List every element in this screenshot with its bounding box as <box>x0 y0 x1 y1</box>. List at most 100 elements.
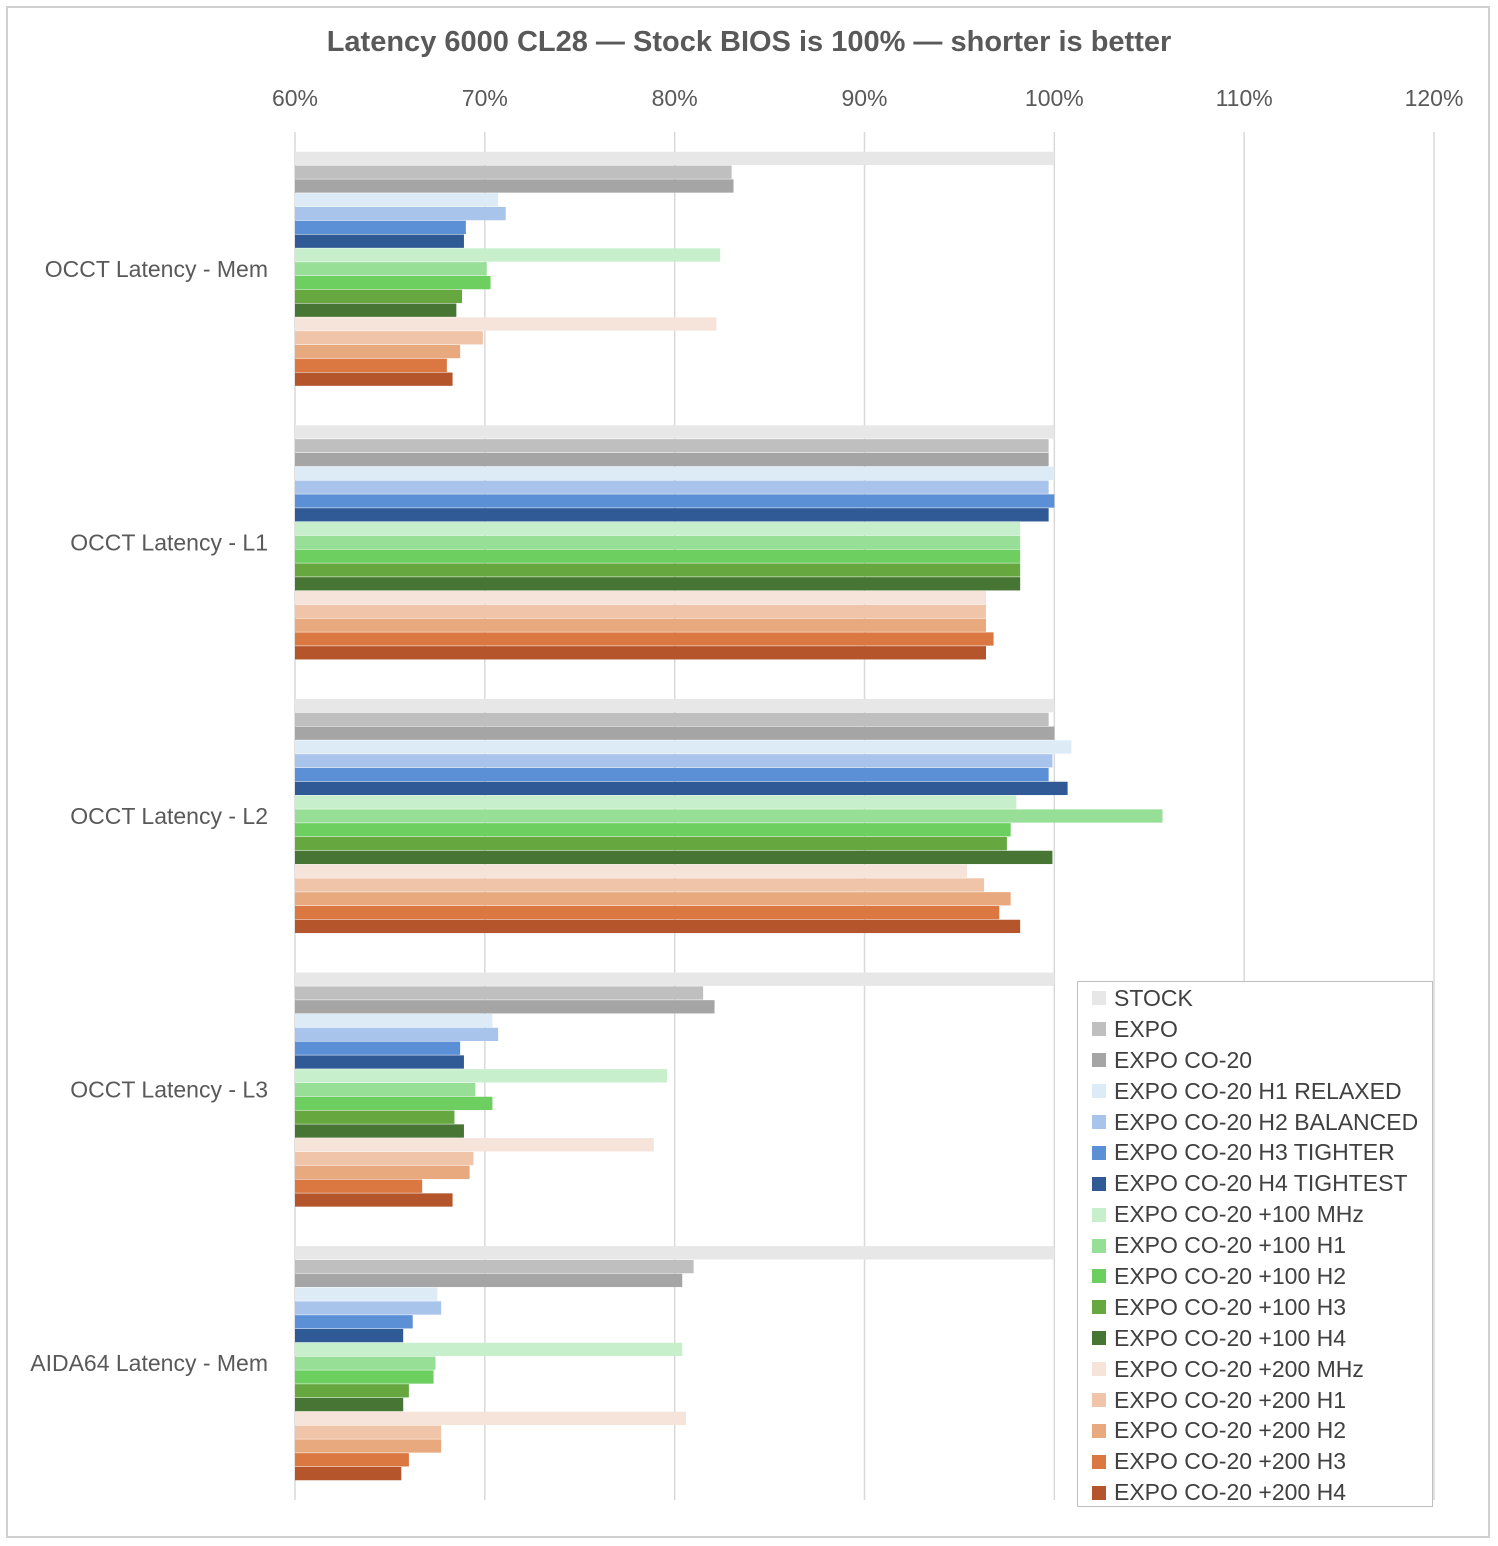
legend-label: EXPO CO-20 H4 TIGHTEST <box>1114 1170 1408 1197</box>
y-category-label: OCCT Latency - L3 <box>70 1077 268 1103</box>
bar <box>295 1370 434 1384</box>
bar <box>295 646 986 660</box>
bar <box>295 905 1000 920</box>
bar <box>295 480 1049 494</box>
x-tick-label: 80% <box>652 85 698 111</box>
legend-swatch <box>1092 1022 1106 1037</box>
bar <box>295 331 483 345</box>
bar <box>295 1453 409 1467</box>
legend-swatch <box>1092 1238 1106 1253</box>
legend-item: EXPO CO-20 +100 MHz <box>1078 1199 1432 1230</box>
legend-swatch <box>1092 1362 1106 1377</box>
bar <box>295 1301 442 1315</box>
bar <box>295 1246 1055 1260</box>
legend-label: EXPO CO-20 +100 MHz <box>1114 1201 1364 1228</box>
legend-swatch <box>1092 1145 1106 1160</box>
legend-swatch <box>1092 1115 1106 1129</box>
legend-item: EXPO <box>1078 1014 1432 1045</box>
bar <box>295 466 1055 481</box>
bar <box>295 452 1049 467</box>
bar <box>295 563 1021 577</box>
y-category-label: AIDA64 Latency - Mem <box>30 1350 268 1376</box>
bar <box>295 740 1072 754</box>
bar <box>295 193 499 207</box>
bar <box>295 604 986 619</box>
bar <box>295 919 1021 934</box>
legend-label: EXPO CO-20 +200 H3 <box>1114 1448 1347 1475</box>
x-tick-label: 60% <box>272 85 318 111</box>
bar <box>295 986 704 1000</box>
legend-item: EXPO CO-20 +100 H1 <box>1078 1230 1432 1261</box>
bar <box>295 878 985 892</box>
x-tick-label: 70% <box>462 85 508 111</box>
bar <box>295 726 1055 740</box>
legend-swatch <box>1092 1485 1106 1500</box>
legend-label: EXPO CO-20 +200 H2 <box>1114 1417 1347 1444</box>
bar <box>295 234 464 248</box>
bar <box>295 289 463 304</box>
bar <box>295 1328 404 1343</box>
bar <box>295 1179 423 1193</box>
x-tick-label: 120% <box>1405 85 1464 111</box>
bar <box>295 303 457 317</box>
legend-item: EXPO CO-20 +100 H4 <box>1078 1323 1432 1354</box>
legend-label: EXPO CO-20 H2 BALANCED <box>1114 1108 1419 1135</box>
bar <box>295 317 717 331</box>
legend-label: EXPO CO-20 <box>1114 1046 1253 1073</box>
bar <box>295 1425 442 1439</box>
bar <box>295 1151 474 1166</box>
bar <box>295 439 1049 453</box>
y-category-label: OCCT Latency - L1 <box>70 529 268 555</box>
y-category-label: OCCT Latency - Mem <box>45 256 268 282</box>
bar <box>295 521 1021 536</box>
bar <box>295 836 1007 851</box>
bar <box>295 698 1055 713</box>
legend-swatch <box>1092 991 1106 1006</box>
bar <box>295 1013 493 1028</box>
bar <box>295 1027 499 1042</box>
bar <box>295 754 1053 768</box>
bar <box>295 781 1068 796</box>
legend-label: EXPO CO-20 +200 H4 <box>1114 1479 1347 1506</box>
legend-swatch <box>1092 1084 1106 1099</box>
x-tick-label: 90% <box>841 85 887 111</box>
legend-item: EXPO CO-20 <box>1078 1045 1432 1076</box>
legend-item: EXPO CO-20 H4 TIGHTEST <box>1078 1168 1432 1199</box>
legend-label: EXPO CO-20 +100 H2 <box>1114 1262 1347 1289</box>
legend-label: STOCK <box>1114 984 1193 1011</box>
bar <box>295 850 1053 865</box>
bar <box>295 1165 470 1180</box>
bar <box>295 220 466 235</box>
bar <box>295 823 1011 837</box>
legend-item: EXPO CO-20 +200 H1 <box>1078 1385 1432 1416</box>
bar <box>295 372 453 386</box>
bar <box>295 1000 715 1014</box>
legend-label: EXPO CO-20 +100 H1 <box>1114 1232 1347 1259</box>
bar <box>295 1397 404 1412</box>
bar <box>295 248 721 262</box>
bar <box>295 590 986 605</box>
bar <box>295 1082 476 1097</box>
legend-item: EXPO CO-20 H1 RELAXED <box>1078 1076 1432 1107</box>
bar <box>295 535 1021 550</box>
legend-swatch <box>1092 1207 1106 1222</box>
bar <box>295 809 1163 823</box>
bar <box>295 151 1055 166</box>
x-tick-label: 100% <box>1025 85 1084 111</box>
bar <box>295 1055 464 1069</box>
bar <box>295 549 1021 563</box>
bar <box>295 1356 436 1370</box>
bar <box>295 494 1055 508</box>
bar <box>295 892 1011 906</box>
legend-item: STOCK <box>1078 983 1432 1014</box>
bar <box>295 275 491 290</box>
legend-item: EXPO CO-20 +200 H4 <box>1078 1477 1432 1508</box>
bar <box>295 1124 464 1138</box>
legend-swatch <box>1092 1269 1106 1284</box>
legend-label: EXPO CO-20 +200 H1 <box>1114 1386 1347 1413</box>
bar <box>295 1110 455 1124</box>
legend-swatch <box>1092 1176 1106 1191</box>
legend-item: EXPO CO-20 +200 H2 <box>1078 1415 1432 1446</box>
legend-swatch <box>1092 1300 1106 1315</box>
bar <box>295 1069 668 1083</box>
